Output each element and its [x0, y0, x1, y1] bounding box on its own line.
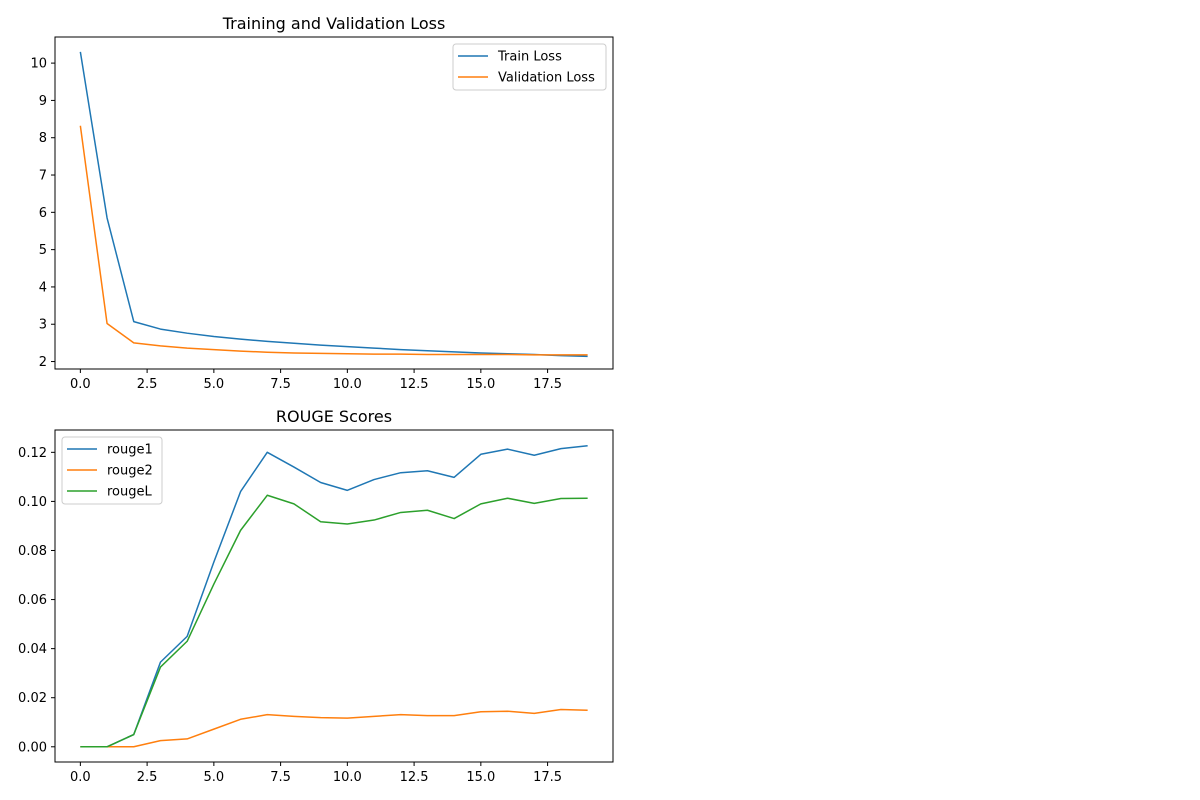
x-tick-label: 17.5 [533, 770, 562, 785]
y-tick-label: 0.00 [18, 740, 47, 755]
x-tick-label: 2.5 [137, 377, 158, 392]
legend-box [452, 43, 607, 91]
y-tick-label: 6 [39, 206, 47, 221]
chart-title: Training and Validation Loss [222, 14, 446, 33]
legend-label: rouge2 [107, 464, 153, 479]
series-lines [79, 51, 588, 358]
x-tick-label: 0.0 [70, 770, 91, 785]
legend-label: Validation Loss [498, 71, 595, 86]
x-tick-label: 2.5 [137, 770, 158, 785]
y-tick-label: 10 [30, 57, 47, 72]
y-tick-label: 0.10 [18, 495, 47, 510]
chart-title: ROUGE Scores [276, 407, 392, 426]
y-tick-label: 8 [39, 131, 47, 146]
y-tick-label: 0.06 [18, 593, 47, 608]
y-tick-label: 7 [39, 169, 47, 184]
x-tick-label: 10.0 [333, 770, 362, 785]
y-tick-label: 9 [39, 94, 47, 109]
x-tick-label: 7.5 [270, 770, 291, 785]
legend-box [61, 436, 163, 505]
y-tick-label: 0.08 [18, 544, 47, 559]
y-axis: 2 3 4 5 6 7 8 9 10 [30, 57, 55, 370]
x-axis: 0.0 2.5 5.0 7.5 10.0 12.5 15.0 17.5 [70, 762, 562, 785]
y-tick-label: 3 [39, 318, 47, 333]
x-tick-label: 10.0 [333, 377, 362, 392]
series-line-rouge1 [80, 444, 588, 748]
legend: Train Loss Validation Loss [452, 43, 607, 91]
legend-label: rouge1 [107, 443, 153, 458]
x-axis: 0.0 2.5 5.0 7.5 10.0 12.5 15.0 17.5 [70, 369, 562, 392]
x-tick-label: 12.5 [400, 770, 429, 785]
series-line-train-loss [79, 51, 588, 358]
legend: rouge1 rouge2 rougeL [61, 436, 163, 505]
y-tick-label: 0.02 [18, 691, 47, 706]
series-line-validation-loss [79, 125, 588, 356]
y-tick-label: 4 [39, 280, 47, 295]
legend-label: rougeL [107, 485, 153, 500]
series-line-rougel [80, 494, 588, 748]
y-tick-label: 5 [39, 243, 47, 258]
x-tick-label: 0.0 [70, 377, 91, 392]
x-tick-label: 15.0 [466, 377, 495, 392]
x-tick-label: 5.0 [204, 770, 225, 785]
y-axis: 0.00 0.02 0.04 0.06 0.08 0.10 0.12 [18, 446, 55, 755]
y-tick-label: 0.12 [18, 446, 47, 461]
plot-frame [54, 429, 614, 763]
x-tick-label: 15.0 [466, 770, 495, 785]
plot-frame [54, 36, 614, 370]
series-line-rouge2 [80, 708, 588, 748]
loss-chart: Training and Validation Loss 0.0 2.5 5.0 7.… [30, 14, 614, 392]
x-tick-label: 17.5 [533, 377, 562, 392]
y-tick-label: 2 [39, 355, 47, 370]
series-lines [80, 444, 588, 748]
x-tick-label: 5.0 [204, 377, 225, 392]
x-tick-label: 7.5 [270, 377, 291, 392]
rouge-chart: ROUGE Scores 0.0 2.5 5.0 7.5 10.0 12.5 15.0 17.… [18, 407, 614, 785]
legend-label: Train Loss [497, 50, 562, 65]
x-tick-label: 12.5 [400, 377, 429, 392]
y-tick-label: 0.04 [18, 642, 47, 657]
